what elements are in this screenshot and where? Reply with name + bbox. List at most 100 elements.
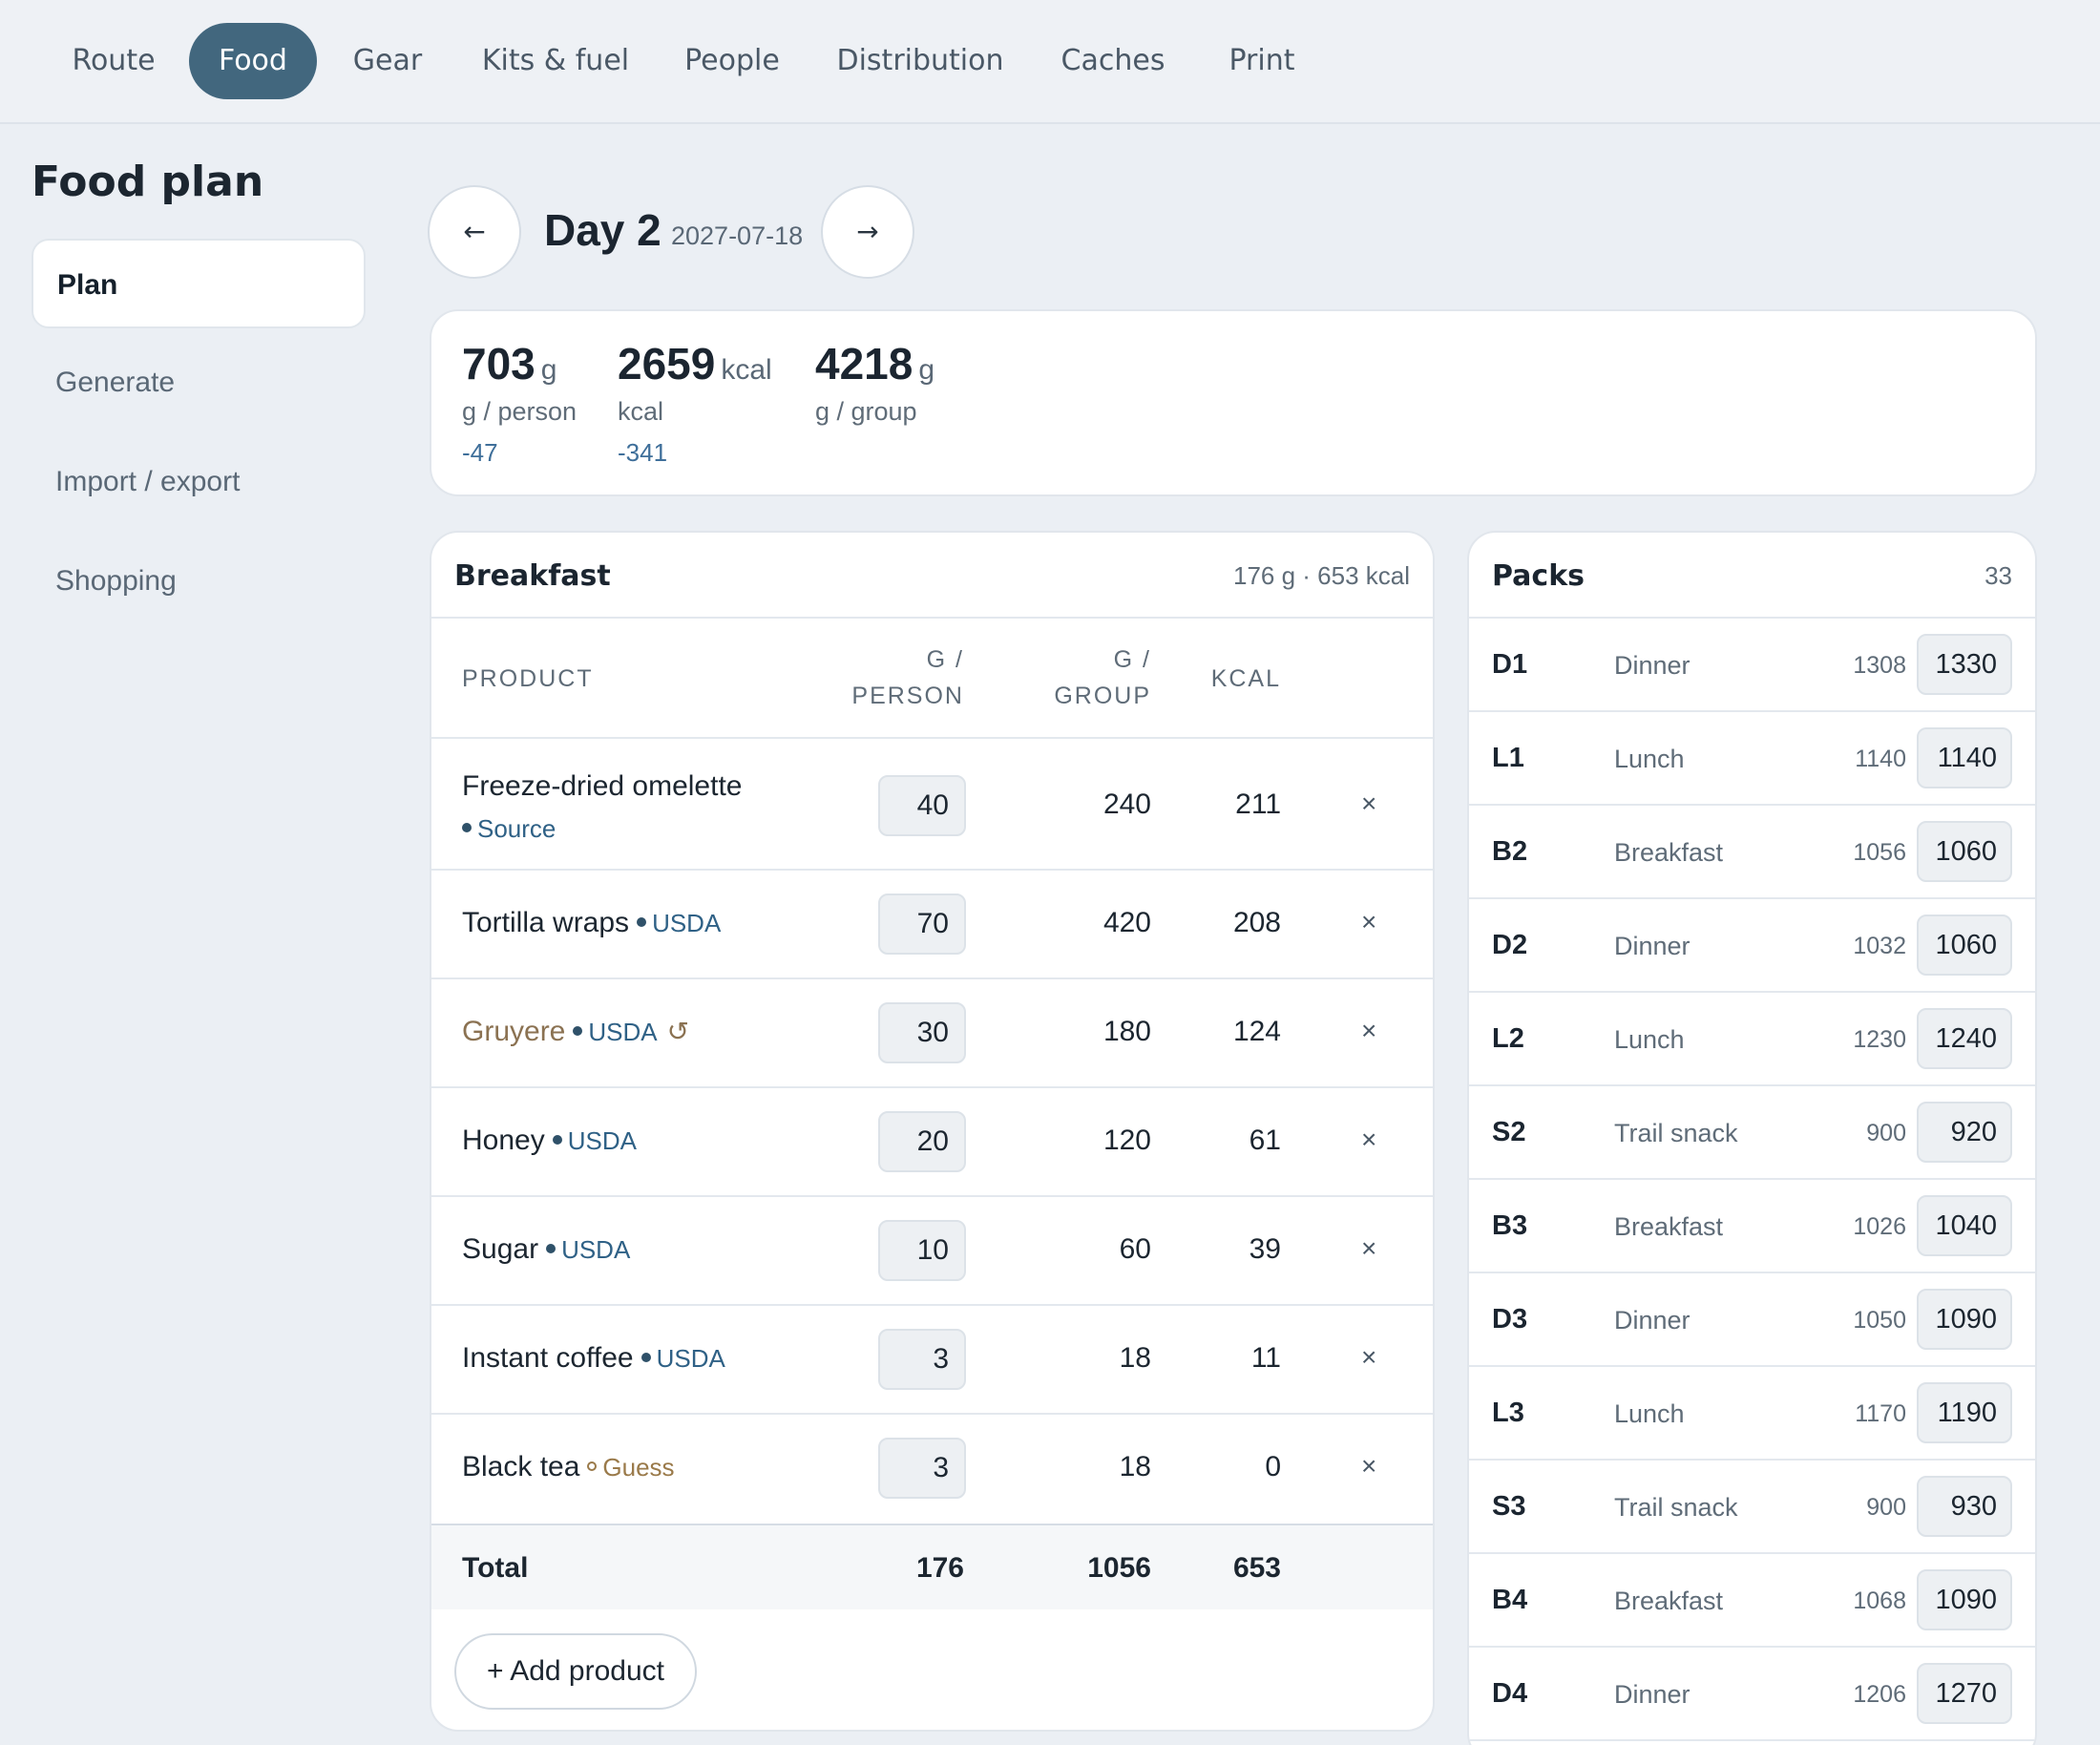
tab-route[interactable]: Route <box>72 44 156 77</box>
product-name[interactable]: Gruyere USDA ↺ <box>462 1016 689 1048</box>
pack-weight-input[interactable]: 1060 <box>1917 915 2012 976</box>
sidebar-item-generate[interactable]: Generate <box>55 367 176 398</box>
pack-planned-weight: 1050 <box>1853 1307 1906 1334</box>
meal-header: Breakfast 176 g · 653 kcal <box>431 533 1433 619</box>
g-person-input[interactable]: 70 <box>878 894 966 955</box>
g-group-value: 18 <box>1119 1342 1151 1374</box>
pack-weight-input[interactable]: 930 <box>1917 1476 2012 1537</box>
product-name[interactable]: Sugar USDA <box>462 1233 630 1266</box>
product-label: Gruyere <box>462 1016 566 1047</box>
tab-kits-fuel[interactable]: Kits & fuel <box>481 44 630 77</box>
remove-row-button[interactable]: × <box>1361 907 1376 937</box>
day-title: Day 2 <box>544 205 662 255</box>
stat-label: kcal <box>618 397 664 426</box>
pack-type: Dinner <box>1614 1306 1690 1335</box>
col-g-group-line2: GROUP <box>1054 683 1151 709</box>
product-label: Honey <box>462 1125 545 1156</box>
pack-weight-input[interactable]: 920 <box>1917 1102 2012 1163</box>
pack-type: Lunch <box>1614 745 1685 773</box>
remove-row-button[interactable]: × <box>1361 1016 1376 1046</box>
g-person-input[interactable]: 3 <box>878 1438 966 1499</box>
pack-row: S3 Trail snack 900 930 <box>1469 1461 2035 1554</box>
remove-row-button[interactable]: × <box>1361 1342 1376 1373</box>
next-day-button[interactable]: → <box>821 185 914 279</box>
pack-weight-input[interactable]: 1140 <box>1917 727 2012 788</box>
product-name[interactable]: Black tea Guess <box>462 1451 675 1483</box>
tab-print[interactable]: Print <box>1228 44 1295 77</box>
g-person-input[interactable]: 40 <box>878 775 966 836</box>
source-dot-icon <box>637 917 647 928</box>
remove-row-button[interactable]: × <box>1361 788 1376 819</box>
close-icon: × <box>1361 1451 1377 1481</box>
product-name[interactable]: Freeze-dried omelette Source <box>462 766 742 850</box>
tab-gear[interactable]: Gear <box>352 44 423 77</box>
pack-weight-input[interactable]: 1060 <box>1917 821 2012 882</box>
col-g-group-line1: G / <box>1113 646 1151 673</box>
pack-row: D1 Dinner 1308 1330 <box>1469 619 2035 712</box>
pack-weight-input[interactable]: 1240 <box>1917 1008 2012 1069</box>
stat-group: 4218 g g / group <box>815 338 934 427</box>
kcal-value: 208 <box>1232 907 1281 938</box>
product-label: Sugar <box>462 1233 539 1265</box>
undo-icon[interactable]: ↺ <box>666 1017 690 1046</box>
pack-id: S3 <box>1492 1491 1526 1522</box>
col-g-person: G / PERSON <box>851 641 964 714</box>
sidebar-item-import-export[interactable]: Import / export <box>55 466 241 497</box>
stat-unit: kcal <box>721 354 772 386</box>
table-row: Honey USDA 20 120 61 × <box>431 1088 1433 1197</box>
pack-weight-input[interactable]: 1090 <box>1917 1569 2012 1630</box>
g-person-input[interactable]: 20 <box>878 1111 966 1172</box>
stat-value: 4218 <box>815 339 914 389</box>
pack-planned-weight: 900 <box>1866 1494 1906 1521</box>
remove-row-button[interactable]: × <box>1361 1125 1376 1155</box>
product-name[interactable]: Tortilla wraps USDA <box>462 907 721 939</box>
pack-weight-input[interactable]: 1190 <box>1917 1382 2012 1443</box>
sidebar-item-shopping[interactable]: Shopping <box>55 565 177 597</box>
pack-planned-weight: 1206 <box>1853 1681 1906 1708</box>
tab-caches[interactable]: Caches <box>1060 44 1166 77</box>
g-person-input[interactable]: 30 <box>878 1002 966 1063</box>
pack-row: D2 Dinner 1032 1060 <box>1469 899 2035 993</box>
col-kcal: KCAL <box>1210 665 1281 692</box>
pack-weight-input[interactable]: 1040 <box>1917 1195 2012 1256</box>
tab-food[interactable]: Food <box>189 23 317 99</box>
kcal-value: 11 <box>1250 1342 1281 1374</box>
prev-day-button[interactable]: ← <box>428 185 521 279</box>
pack-row: L3 Lunch 1170 1190 <box>1469 1367 2035 1461</box>
tab-people[interactable]: People <box>684 44 780 77</box>
table-row: Gruyere USDA ↺ 30 180 124 × <box>431 979 1433 1088</box>
close-icon: × <box>1361 907 1377 936</box>
add-product-button[interactable]: + Add product <box>454 1633 697 1710</box>
g-person-input[interactable]: 3 <box>878 1329 966 1390</box>
day-date: 2027-07-18 <box>671 221 804 250</box>
pack-weight-input[interactable]: 1330 <box>1917 634 2012 695</box>
product-name[interactable]: Instant coffee USDA <box>462 1342 725 1375</box>
pack-planned-weight: 1308 <box>1853 652 1906 679</box>
g-group-value: 240 <box>1102 788 1151 820</box>
source-dot-icon <box>573 1026 583 1037</box>
packs-card: Packs 33 D1 Dinner 1308 1330 L1 Lunch 1140 1140… <box>1467 531 2037 1745</box>
sidebar-item-plan[interactable]: Plan <box>32 239 366 328</box>
source-tag: USDA <box>588 1018 658 1046</box>
kcal-value: 0 <box>1265 1451 1281 1482</box>
pack-weight-input[interactable]: 1090 <box>1917 1289 2012 1350</box>
table-row: Black tea Guess 3 18 0 × <box>431 1415 1433 1524</box>
stat-delta: -47 <box>462 438 498 467</box>
product-name[interactable]: Honey USDA <box>462 1125 637 1157</box>
remove-row-button[interactable]: × <box>1361 1451 1376 1482</box>
product-label: Tortilla wraps <box>462 907 630 938</box>
g-person-input[interactable]: 10 <box>878 1220 966 1281</box>
remove-row-button[interactable]: × <box>1361 1233 1376 1264</box>
kcal-value: 211 <box>1235 788 1281 820</box>
kcal-value: 124 <box>1232 1016 1281 1047</box>
pack-row: D4 Dinner 1206 1270 <box>1469 1648 2035 1741</box>
pack-weight-input[interactable]: 1270 <box>1917 1663 2012 1724</box>
pack-type: Dinner <box>1614 932 1690 960</box>
g-group-value: 18 <box>1119 1451 1151 1482</box>
guess-dot-icon <box>587 1461 598 1472</box>
g-group-value: 120 <box>1102 1125 1151 1156</box>
stat-label: g / person <box>462 397 578 426</box>
col-g-person-line1: G / <box>926 646 964 673</box>
pack-type: Trail snack <box>1614 1493 1738 1522</box>
tab-distribution[interactable]: Distribution <box>836 44 1004 77</box>
